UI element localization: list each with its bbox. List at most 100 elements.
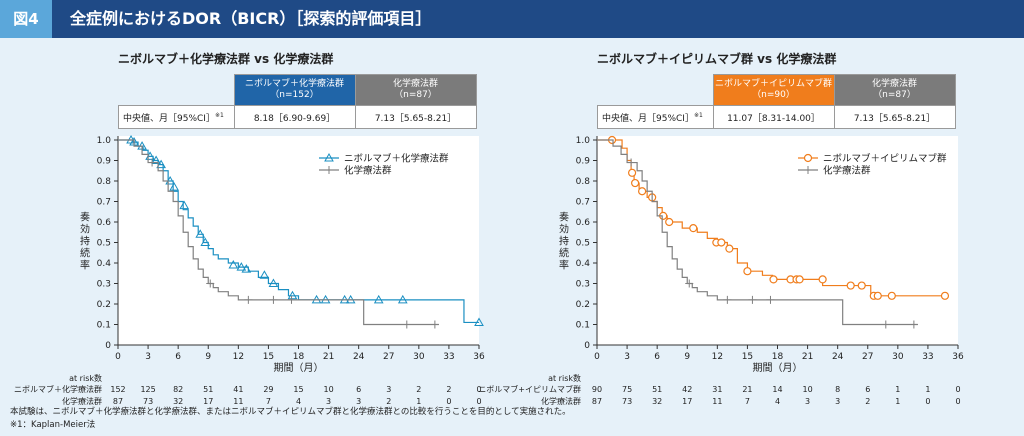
panel-2-at-risk-value: 75: [622, 385, 632, 394]
panel-2-at-risk-value: 11: [712, 397, 722, 406]
panel-1-at-risk-title: at risk数: [69, 373, 102, 383]
panel-2-x-tick-label: 12: [712, 352, 723, 362]
panel-1-censor-mark: [287, 290, 298, 300]
panel-1-legend-label-1: ニボルマブ＋化学療法群: [344, 153, 449, 165]
panel-1-censor-mark: [397, 294, 408, 304]
panel-1-censor-mark: [244, 295, 253, 304]
panel-1-censor-mark: [206, 279, 215, 288]
panel-2-legend-label-2: 化学療法群: [823, 165, 871, 177]
panel-2-censor-mark: [665, 217, 674, 227]
panel-1-censor-mark: [474, 317, 484, 326]
panel-2-censor-mark: [723, 295, 732, 304]
panel-2-y-tick-label: 0.7: [576, 198, 590, 208]
panel-2-arm-header: ニボルマブ＋イピリムマブ群 （n=90）: [712, 74, 835, 106]
panel-1-y-tick-label: 0.2: [97, 300, 111, 310]
panel-1-at-risk-value: 6: [356, 385, 361, 394]
panel-2-at-risk-row-label: ニボルマブ+イピリムマブ群: [478, 384, 581, 394]
footnote-2: ※1：Kaplan-Meier法: [10, 420, 96, 430]
panel-2-at-risk-value: 87: [592, 397, 602, 406]
panel-2-row-label: 中央値、月［95%CI］※1: [597, 105, 714, 129]
panel-2-arm-median: 11.07［8.31-14.00］: [712, 105, 835, 129]
panel-2-at-risk-value: 1: [895, 397, 900, 406]
panel-2-at-risk-value: 51: [652, 385, 662, 394]
panel-2-plot-area: [597, 136, 958, 345]
panel-1-at-risk-row-label: 化学療法群: [62, 396, 102, 406]
panel-1-censor-mark: [151, 155, 161, 164]
panel-2-at-risk-value: 1: [895, 385, 900, 394]
panel-1-censor-mark: [179, 200, 190, 210]
panel-2-censor-mark: [881, 320, 890, 329]
panel-2-x-tick-label: 9: [684, 352, 690, 362]
panel-2-x-tick-label: 18: [772, 352, 784, 362]
panel-2-at-risk-value: 6: [865, 385, 870, 394]
panel-1-at-risk-value: 7: [266, 397, 271, 406]
panel-1-at-risk-value: 2: [386, 397, 391, 406]
panel-1-at-risk-value: 0: [446, 397, 451, 406]
panel-1-at-risk-value: 0: [476, 385, 481, 394]
panel-1-censor-mark: [269, 295, 278, 304]
panel-2-censor-mark: [717, 238, 726, 247]
panel-1-y-tick-label: 0.5: [97, 239, 111, 249]
panel-2-at-risk-value: 14: [772, 385, 782, 394]
panel-2-censor-mark: [631, 178, 640, 188]
panel-1-x-tick-label: 12: [233, 352, 244, 362]
page-title: 全症例におけるDOR（BICR）［探索的評価項目］: [70, 9, 432, 28]
figure-badge: 図4: [0, 0, 52, 38]
panel-1-censor-mark: [241, 264, 252, 273]
panel-2-y-tick-label: 0.3: [576, 280, 590, 290]
panel-2-y-tick-label: 0.2: [576, 300, 590, 310]
panel-1-censor-mark: [169, 182, 180, 191]
panel-2-at-risk-value: 2: [865, 397, 870, 406]
panel-1-at-risk-value: 2: [446, 385, 451, 394]
panel-1-x-tick-label: 0: [115, 352, 121, 362]
panel-2-at-risk-value: 73: [622, 397, 632, 406]
panel-2-median-table: ニボルマブ＋イピリムマブ群 （n=90） 化学療法群 （n=87） 中央値、月［95…: [597, 74, 956, 129]
panel-1-legend-marker-2: [325, 166, 333, 174]
panel-1-y-tick-label: 0.7: [97, 198, 111, 208]
panel-2-y-tick-label: 0.5: [576, 239, 590, 249]
panel-2-censor-mark: [873, 291, 882, 300]
panel-2-x-axis-label: 期間（月）: [753, 362, 803, 374]
panel-2-legend-marker-2: [804, 166, 812, 174]
panel-1-censor-mark: [373, 294, 384, 304]
panel-1-x-tick-label: 30: [413, 352, 425, 362]
panel-2-at-risk-value: 1: [925, 385, 930, 394]
panel-1-y-tick-label: 0.4: [97, 259, 112, 269]
panel-2-series-2-censors: [627, 158, 918, 329]
panel-2-censor-mark: [638, 187, 647, 196]
panel-1-at-risk-value: 0: [476, 397, 481, 406]
panel-1-x-tick-label: 18: [293, 352, 305, 362]
panel-2-at-risk-value: 0: [955, 385, 960, 394]
panel-2-censor-mark: [846, 281, 855, 290]
panel-2-y-tick-label: 1.0: [576, 136, 591, 146]
panel-1-at-risk-value: 4: [296, 397, 301, 406]
panel-1-control-median: 7.13［5.65-8.21］: [354, 105, 477, 129]
panel-1-x-tick-label: 3: [145, 352, 151, 362]
panel-2-censor-mark: [627, 168, 637, 177]
panel-2-censor-mark: [627, 158, 636, 167]
panel-2-censor-mark: [795, 275, 804, 284]
panel-2-y-tick-label: 0.6: [576, 218, 591, 228]
panel-1-censor-mark: [430, 320, 439, 329]
panel-1-series-2-censors: [148, 158, 439, 329]
panel-2-censor-mark: [769, 275, 778, 284]
panel-1-censor-mark: [402, 320, 411, 329]
panel-2-series-1-censors: [607, 135, 950, 300]
panel-1-arm-header: ニボルマブ＋化学療法群 （n=152）: [233, 74, 356, 106]
panel-2-at-risk-title: at risk数: [548, 373, 581, 383]
panel-1-x-tick-label: 36: [473, 352, 485, 362]
panel-2-x-tick-label: 24: [832, 352, 844, 362]
panel-1-x-tick-label: 15: [263, 352, 274, 362]
panel-2-at-risk-row-label: 化学療法群: [541, 396, 581, 406]
panel-2-x-tick-label: 0: [594, 352, 600, 362]
panel-2-censor-mark: [748, 295, 757, 304]
panel-1-censor-mark: [148, 158, 157, 167]
panel-2-at-risk-value: 7: [745, 397, 750, 406]
panel-1-plot-area: [118, 136, 479, 345]
panel-2-y-tick-label: 0.9: [576, 157, 591, 167]
panel-1-at-risk-value: 2: [416, 385, 421, 394]
panel-2-title: ニボルマブ＋イピリムマブ群 vs 化学療法群: [597, 52, 837, 66]
panel-1-median-table: ニボルマブ＋化学療法群 （n=152） 化学療法群 （n=87） 中央値、月［95%…: [118, 74, 477, 129]
panel-2-at-risk-value: 10: [802, 385, 812, 394]
